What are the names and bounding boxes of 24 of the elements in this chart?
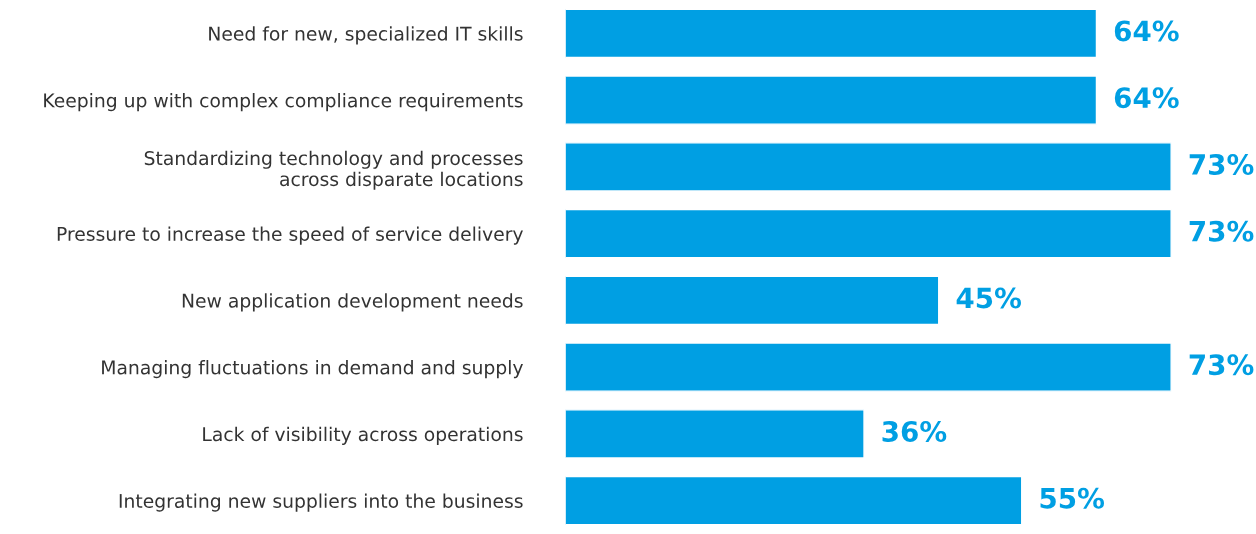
data-label: 73% (1189, 220, 1254, 242)
bar (565, 142, 1172, 192)
bar (565, 475, 1023, 526)
y-tick-label: New application development needs (182, 293, 523, 312)
bar (565, 342, 1172, 392)
data-label: 73% (1189, 354, 1254, 376)
bar (565, 75, 1098, 125)
y-tick-label: Integrating new suppliers into the business (119, 493, 523, 512)
y-tick-label: Standardizing technology and processes across disparate locations (144, 150, 523, 190)
y-tick-label: Lack of visibility across operations (203, 426, 523, 445)
data-label: 45% (956, 287, 1022, 309)
bar (565, 409, 865, 459)
y-tick-label: Managing fluctuations in demand and supply (102, 360, 523, 379)
data-label: 64% (1114, 20, 1179, 42)
y-tick-label: Need for new, specialized IT skills (209, 26, 523, 45)
data-label: 73% (1189, 153, 1254, 175)
data-label: 64% (1114, 87, 1179, 109)
bar (565, 275, 940, 326)
bar (565, 208, 1172, 259)
bar (565, 8, 1098, 59)
y-tick-label: Keeping up with complex compliance requirements (44, 93, 523, 112)
data-label: 36% (882, 420, 947, 442)
data-label: 55% (1040, 487, 1105, 509)
y-tick-label: Pressure to increase the speed of service delivery (57, 226, 523, 245)
